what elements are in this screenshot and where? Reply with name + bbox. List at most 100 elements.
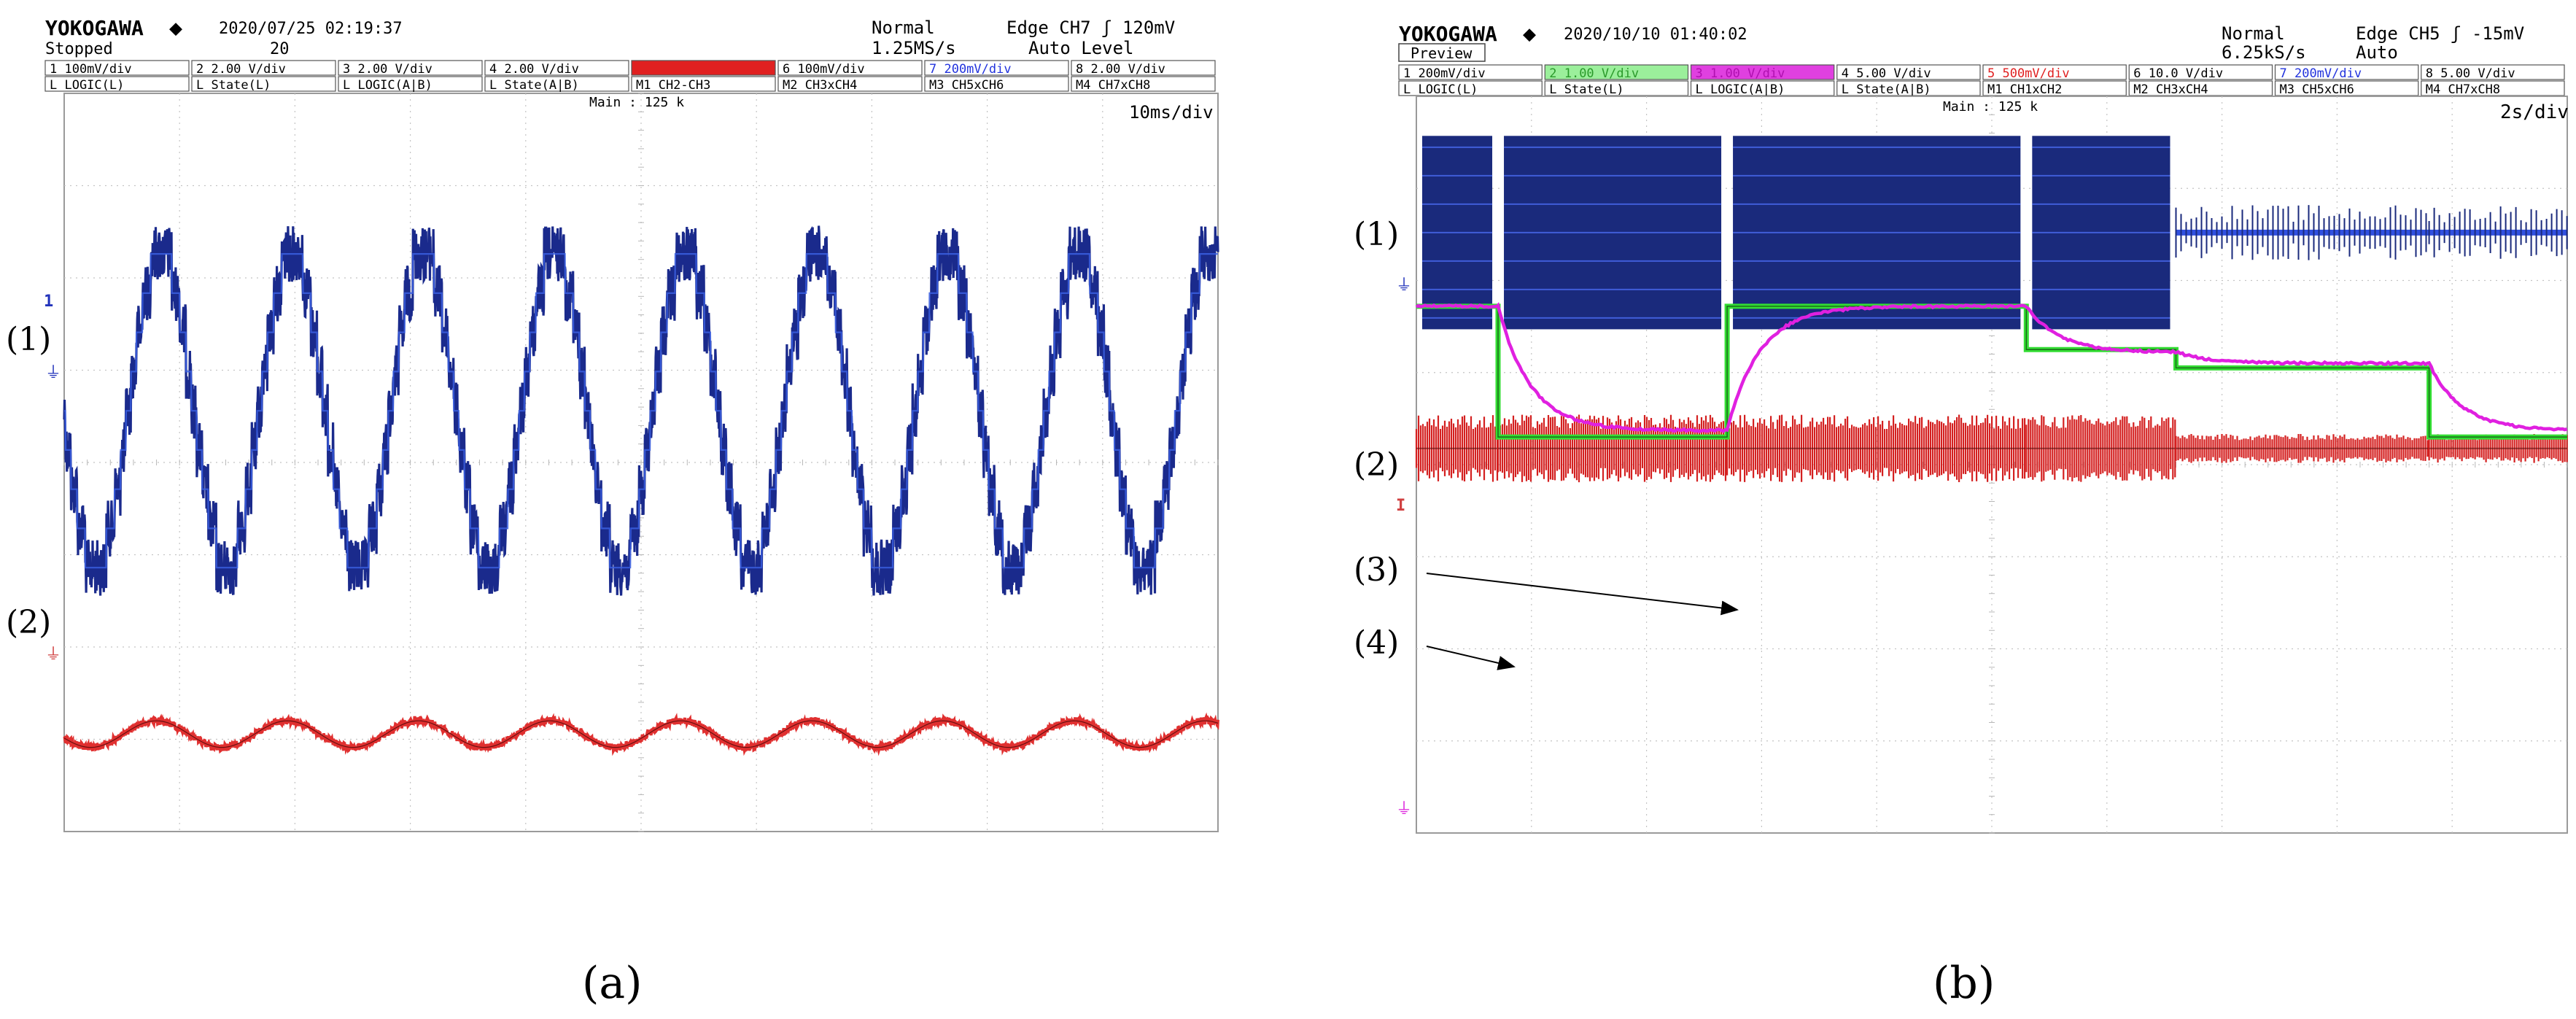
ch1-ref-marker: ⏚ (45, 364, 61, 382)
math-settings-row: L LOGIC(L) L State(L) L LOGIC(A|B) L State(… (44, 76, 1216, 93)
math-6-setting: M2 CH3xCH4 (783, 78, 857, 93)
channel-2-box (1544, 64, 1689, 80)
math-2-box (191, 76, 336, 92)
channel-3-box (338, 60, 483, 76)
channel-8-setting: 8 2.00 V/div (1076, 62, 1165, 77)
ch2-ground-marker: ⏚ (45, 646, 61, 664)
ch1-ground-marker: 1 (44, 292, 53, 311)
math-4-setting: L State(A|B) (1842, 82, 1931, 97)
channel-8-box (1071, 60, 1216, 76)
sample-rate: 6.25kS/s (2222, 42, 2306, 63)
trace-label-3: (3) (1354, 551, 1399, 589)
timebase-label: 10ms/div (1129, 102, 1214, 123)
acq-count: 20 (270, 40, 290, 58)
math-8-setting: M4 CH7xCH8 (1076, 78, 1150, 93)
math-3-box (338, 76, 483, 92)
channel-4-box (1836, 64, 1981, 80)
trace-1-stepped-voltage (63, 225, 1219, 596)
trace-label-2: (2) (6, 604, 51, 641)
channel-7-box (2274, 64, 2419, 80)
acq-mode: Normal (2222, 23, 2285, 44)
trace-4-response (1415, 302, 2568, 433)
trace-3-core (1416, 306, 2567, 438)
main-zoom-label: Main : 125 k (1943, 99, 2038, 115)
math-3-setting: L LOGIC(A|B) (1696, 82, 1785, 97)
trace-2-core (63, 720, 1219, 748)
channel-7-setting: 7 200mV/div (929, 62, 1012, 77)
brand-logo: YOKOGAWA (45, 16, 144, 40)
main-zoom-label: Main : 125 k (589, 95, 684, 110)
trigger-level: Auto (2356, 42, 2398, 63)
trigger-info: Edge CH7 ʃ 120mV (1006, 18, 1175, 38)
channel-5-setting: 5 500mV/div (1987, 66, 2070, 81)
channel-3-setting: 3 1.00 V/div (1696, 66, 1785, 81)
channel-2-setting: 2 1.00 V/div (1549, 66, 1639, 81)
timebase-label: 2s/div (2500, 101, 2569, 123)
math-settings-row: L LOGIC(L) L State(L) L LOGIC(A|B) L State(… (1398, 80, 2565, 97)
sample-rate: 1.25MS/s (872, 38, 956, 58)
ch3-ground-marker: ⏚ (1396, 800, 1412, 818)
trace-label-2: (2) (1354, 446, 1399, 484)
math-7-box (924, 76, 1069, 92)
channel-1-box (44, 60, 190, 76)
trace-label-1: (1) (6, 321, 51, 358)
math-6-box (777, 76, 923, 92)
datetime: 2020/07/25 02:19:37 (219, 20, 403, 38)
channel-8-box (2421, 64, 2565, 80)
channel-3-box (1690, 64, 1835, 80)
channel-5-setting: 5 (636, 62, 643, 77)
trace-1-ripple (2175, 205, 2427, 260)
math-5-setting: M1 CH2-CH3 (636, 78, 710, 93)
status-text: Preview (1411, 44, 1473, 62)
math-1-setting: L LOGIC(L) (50, 78, 124, 93)
brand-logo: YOKOGAWA (1399, 22, 1497, 46)
math-6-setting: M2 CH3xCH4 (2133, 82, 2208, 97)
trigger-level: Auto Level (1028, 38, 1134, 58)
trace-1-ripple (2428, 206, 2568, 259)
ch2-ground-marker: I (1396, 497, 1405, 515)
trace-label-1: (1) (1354, 216, 1399, 253)
channel-7-setting: 7 200mV/div (2280, 66, 2362, 81)
channel-2-box (191, 60, 336, 76)
channel-2-setting: 2 2.00 V/div (196, 62, 286, 77)
trace-1-core (64, 253, 1218, 569)
channel-6-setting: 6 100mV/div (783, 62, 865, 77)
math-8-box (1071, 76, 1216, 92)
math-1-box (44, 76, 190, 92)
channel-1-box (1398, 64, 1543, 80)
channel-1-setting: 1 200mV/div (1403, 66, 1486, 81)
trigger-info: Edge CH5 ʃ -15mV (2356, 23, 2524, 44)
math-3-setting: L LOGIC(A|B) (343, 78, 432, 93)
caption-b: (b) (1933, 958, 1995, 1009)
channel-4-box (484, 60, 629, 76)
channel-6-box (2128, 64, 2273, 80)
traces (1415, 136, 2568, 483)
brand-diamond-icon: ◆ (1523, 21, 1536, 47)
math-4-setting: L State(A|B) (489, 78, 579, 93)
math-2-setting: L State(L) (196, 78, 271, 93)
panel-b: YOKOGAWA ◆ Preview 2020/10/10 01:40:02 N… (1354, 21, 2569, 1009)
brand-diamond-icon: ◆ (169, 15, 182, 41)
channel-7-box (924, 60, 1069, 76)
channel-5-box (631, 60, 776, 76)
math-5-setting: M1 CH1xCH2 (1987, 82, 2062, 97)
datetime: 2020/10/10 01:40:02 (1564, 26, 1747, 44)
panel-a: YOKOGAWA ◆ Stopped 2020/07/25 02:19:37 2… (6, 15, 1219, 1009)
channel-4-setting: 4 5.00 V/div (1842, 66, 1931, 81)
ch1-ref-marker: ⏚ (1396, 276, 1412, 295)
math-7-setting: M3 CH5xCH6 (2280, 82, 2354, 97)
channel-8-setting: 8 5.00 V/div (2426, 66, 2515, 81)
status-text: Stopped (45, 40, 113, 58)
math-4-box (484, 76, 629, 92)
channel-1-setting: 1 100mV/div (50, 62, 132, 77)
channel-6-box (777, 60, 923, 76)
annotation-arrow-4 (1426, 646, 1516, 670)
math-8-setting: M4 CH7xCH8 (2426, 82, 2500, 97)
channel-4-setting: 4 2.00 V/div (489, 62, 579, 77)
preview-badge (1398, 43, 1486, 62)
acq-mode: Normal (872, 18, 935, 38)
annotation-arrow-3 (1426, 573, 1739, 616)
math-7-setting: M3 CH5xCH6 (929, 78, 1004, 93)
channel-3-setting: 3 2.00 V/div (343, 62, 432, 77)
